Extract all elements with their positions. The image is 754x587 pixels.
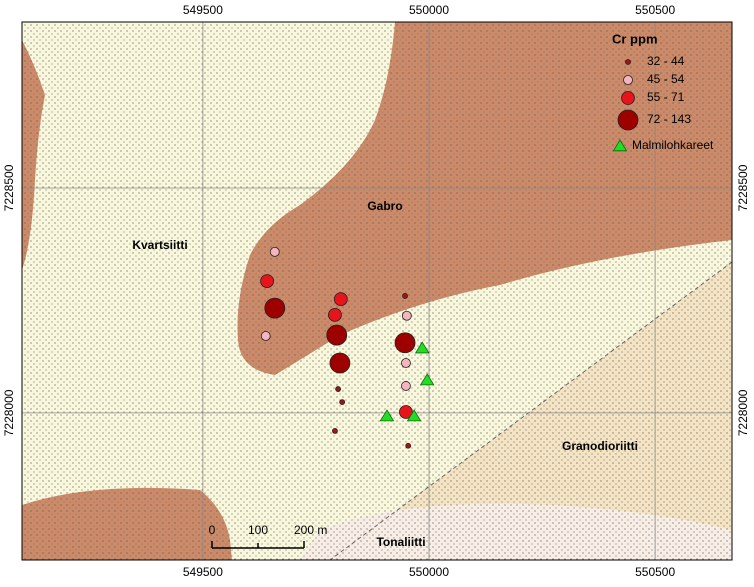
scale-bar: 0 100 200 m xyxy=(209,523,327,549)
scale-line xyxy=(211,541,305,549)
legend-symbol xyxy=(617,109,639,131)
legend-symbol xyxy=(625,59,631,65)
scale-label: 100 xyxy=(248,523,268,537)
sample xyxy=(394,332,416,354)
legend-symbol xyxy=(612,139,628,152)
texture xyxy=(22,22,732,560)
sample xyxy=(264,297,286,319)
sample xyxy=(329,352,351,374)
scale-label: 0 xyxy=(209,523,216,537)
x-tick-label: 550000 xyxy=(409,3,449,17)
frame xyxy=(21,21,733,561)
scale-label: 200 m xyxy=(294,523,327,537)
legend-label: Malmilohkareet xyxy=(632,138,714,152)
unit-label: Tonaliitti xyxy=(376,535,425,549)
sample xyxy=(401,310,412,321)
sample xyxy=(328,307,342,322)
sample xyxy=(332,427,338,434)
legend-title: Cr ppm xyxy=(612,31,658,46)
sample xyxy=(333,292,348,306)
geology xyxy=(22,22,732,560)
y-tick-label: 7228500 xyxy=(736,164,750,211)
unit-label: Gabro xyxy=(367,199,402,213)
boulder xyxy=(379,409,395,422)
sample xyxy=(339,399,346,406)
sample xyxy=(401,381,411,391)
sample xyxy=(326,324,348,346)
unit-label: Kvartsiitti xyxy=(132,238,187,252)
x-tick-label: 550500 xyxy=(635,565,675,579)
y-tick-label: 7228000 xyxy=(736,389,750,436)
sample xyxy=(401,358,411,368)
grid xyxy=(22,22,732,560)
legend-symbol xyxy=(621,91,635,105)
legend-label: 55 - 71 xyxy=(647,90,685,104)
y-tick-label: 7228500 xyxy=(2,164,16,211)
sample xyxy=(260,331,271,341)
legend-label: 32 - 44 xyxy=(647,54,685,68)
unit-label: Granodioriitti xyxy=(562,439,638,453)
sample xyxy=(405,442,412,449)
x-tick-label: 549500 xyxy=(183,3,223,17)
x-tick-label: 550500 xyxy=(635,3,675,17)
boulder xyxy=(419,373,435,386)
sample xyxy=(335,386,342,392)
x-tick-label: 549500 xyxy=(183,565,223,579)
sample xyxy=(269,246,280,257)
sample xyxy=(260,274,275,289)
sample xyxy=(402,293,408,299)
boulder xyxy=(414,341,430,354)
legend-symbol xyxy=(623,75,633,85)
x-tick-label: 550000 xyxy=(409,565,449,579)
legend-label: 72 - 143 xyxy=(647,112,691,126)
boulder xyxy=(406,409,422,422)
legend-label: 45 - 54 xyxy=(647,72,685,86)
y-tick-label: 7228000 xyxy=(2,389,16,436)
